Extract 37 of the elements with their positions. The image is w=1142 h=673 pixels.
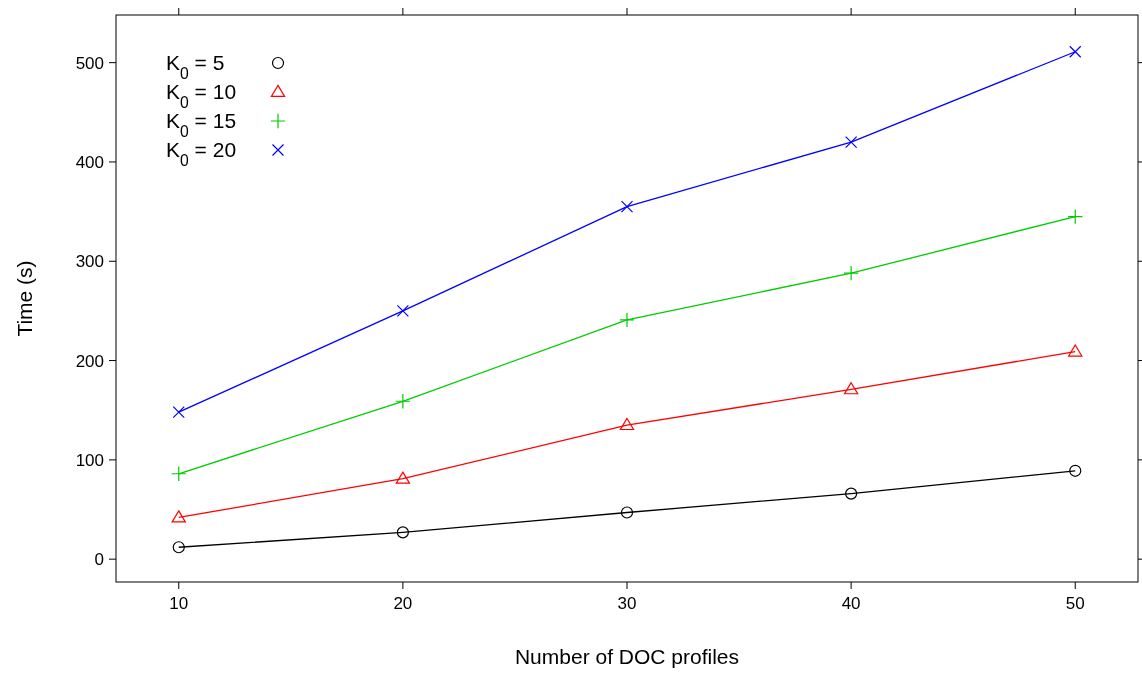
point: [845, 136, 858, 149]
point: [1069, 464, 1082, 477]
point: [395, 393, 411, 410]
y-tick-label: 500: [75, 53, 104, 73]
y-tick-label: 0: [94, 550, 104, 570]
point: [172, 541, 185, 554]
point: [396, 304, 409, 318]
point: [843, 265, 859, 281]
point: [1068, 344, 1083, 357]
point: [171, 466, 187, 482]
legend-label: K$_{0}$ = 15: [166, 109, 237, 140]
legend-label: K$_{0}$ = 10: [166, 80, 237, 111]
point: [171, 510, 186, 523]
y-tick-label: 200: [75, 351, 104, 371]
point: [395, 471, 411, 484]
y-axis-title: Time (s): [13, 260, 36, 337]
point: [845, 487, 858, 500]
point: [1067, 208, 1083, 225]
y-tick-label: 100: [75, 450, 104, 470]
point: [619, 417, 635, 431]
y-tick-label: 300: [75, 252, 104, 272]
point: [396, 526, 409, 539]
y-tick-label: 400: [75, 152, 104, 172]
point: [1069, 45, 1082, 58]
legend-label: K$_{0}$ = 5: [166, 51, 225, 82]
x-tick-label: 50: [1065, 594, 1085, 613]
point: [620, 200, 634, 213]
legend-label: K$_{0}$ = 20: [166, 138, 237, 169]
x-tick-label: 20: [393, 594, 413, 613]
x-tick-label: 40: [841, 594, 861, 613]
point: [620, 506, 634, 519]
point: [172, 406, 185, 419]
point: [619, 312, 635, 328]
x-tick-label: 30: [617, 594, 637, 613]
point: [843, 382, 859, 395]
x-axis-title: Number of DOC profiles: [514, 645, 740, 668]
x-tick-label: 10: [169, 594, 189, 613]
